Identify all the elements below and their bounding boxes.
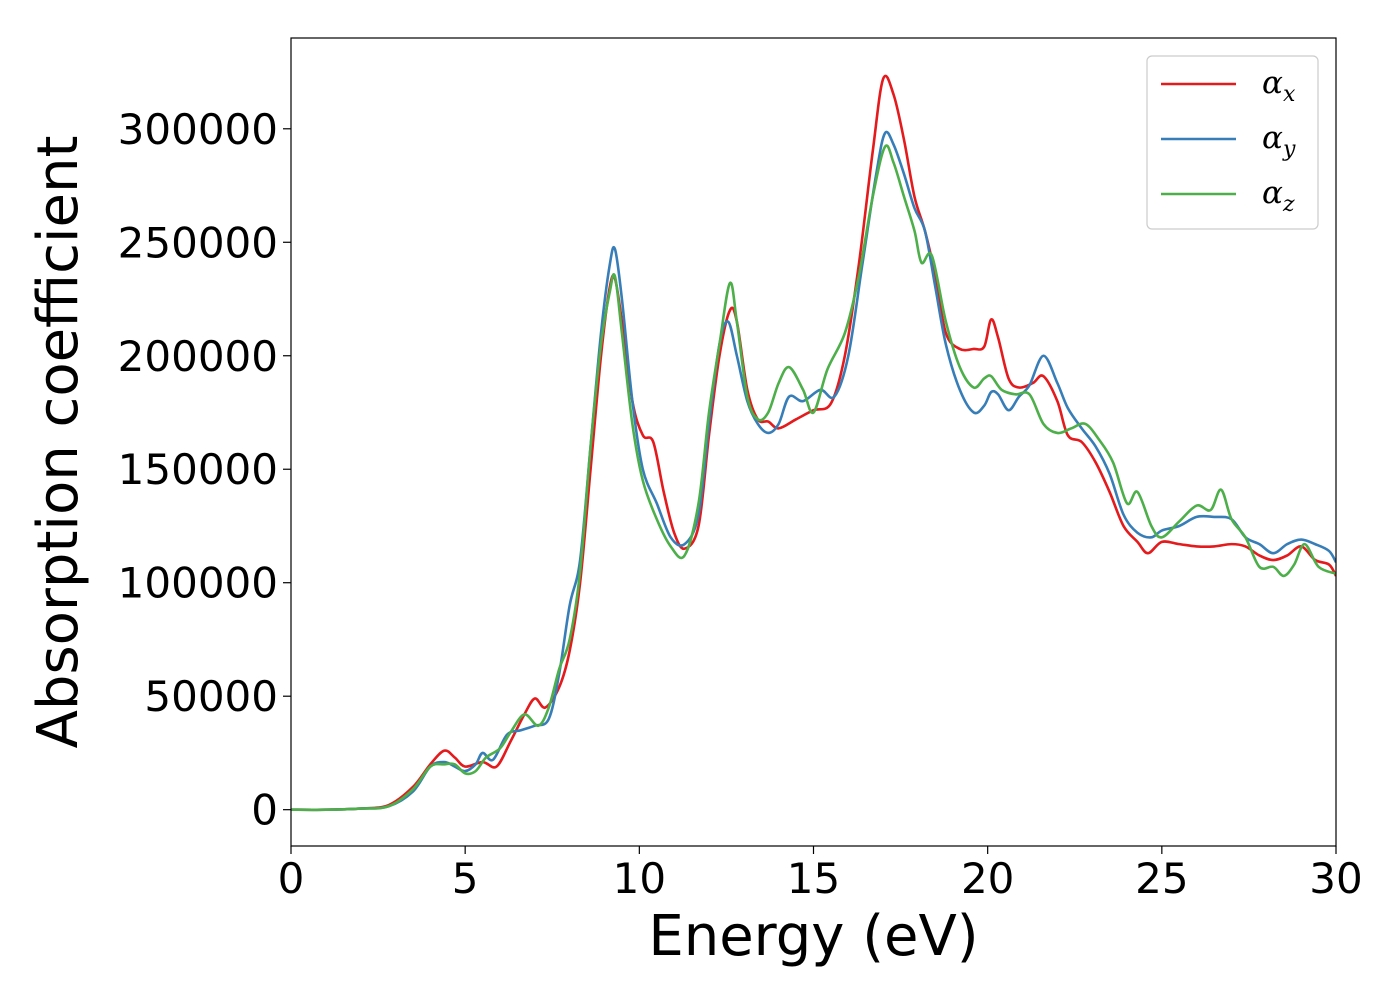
- x-axis-title: Energy (eV): [648, 904, 978, 969]
- legend-item-alpha-z: αz: [1161, 175, 1295, 217]
- y-tick-label: 300000: [118, 105, 278, 154]
- y-tick-label: 100000: [118, 559, 278, 608]
- y-tick-label: 150000: [118, 445, 278, 494]
- x-tick-label: 15: [787, 854, 840, 903]
- x-tick-label: 10: [613, 854, 666, 903]
- x-tick-label: 5: [452, 854, 479, 903]
- x-tick-label: 20: [961, 854, 1014, 903]
- x-tick-label: 0: [278, 854, 305, 903]
- legend-item-alpha-y: αy: [1161, 120, 1296, 162]
- series-layer: [291, 74, 1336, 812]
- legend-label: αz: [1262, 175, 1295, 217]
- x-tick-label: 30: [1309, 854, 1362, 903]
- legend-box: [1146, 55, 1319, 230]
- x-axis: 0 5 10 15 20 25 30: [278, 846, 1363, 903]
- y-tick-label: 0: [251, 786, 278, 835]
- y-tick-label: 250000: [118, 218, 278, 267]
- legend-label: αy: [1262, 120, 1296, 162]
- legend: αx αy αz: [1146, 55, 1319, 230]
- y-axis-title: Absorption coefficient: [26, 136, 91, 749]
- y-axis: 0 50000 100000 150000 200000 250000 300000: [118, 105, 291, 835]
- y-tick-label: 200000: [118, 332, 278, 381]
- legend-label: αx: [1262, 65, 1296, 107]
- alpha-y-line: [291, 130, 1336, 812]
- alpha-x-line: [291, 74, 1336, 812]
- y-tick-label: 50000: [144, 672, 278, 721]
- legend-item-alpha-x: αx: [1161, 65, 1296, 107]
- alpha-z-line: [291, 144, 1336, 812]
- x-tick-label: 25: [1135, 854, 1188, 903]
